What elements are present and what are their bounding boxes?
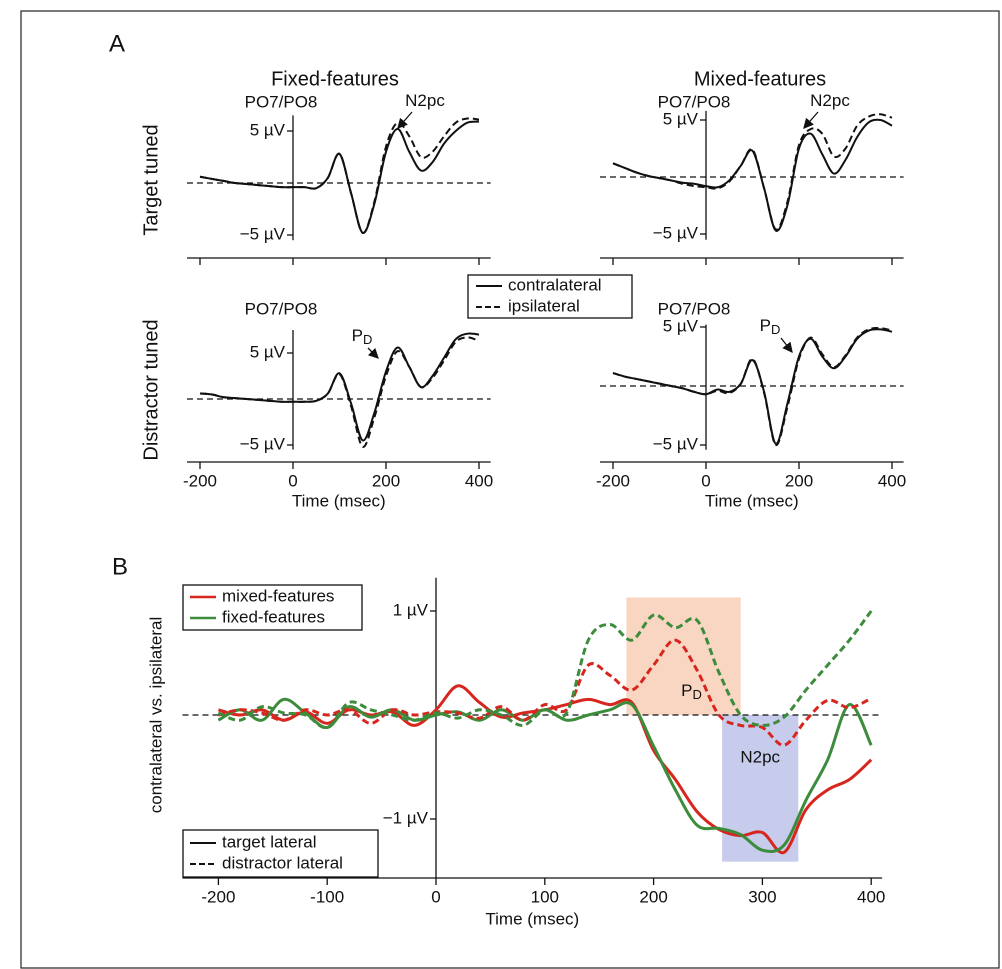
shaded-window bbox=[626, 597, 741, 715]
y-tick-label: −5 µV bbox=[240, 224, 286, 243]
frame bbox=[20, 10, 1000, 969]
annotation: PD bbox=[352, 326, 373, 347]
annotation-main: N2pc bbox=[405, 91, 445, 110]
region-label: N2pc bbox=[740, 748, 780, 767]
subplot-title: PO7/PO8 bbox=[245, 92, 318, 111]
annotation-main: P bbox=[352, 326, 363, 345]
annotation-sub: D bbox=[771, 322, 780, 337]
x-axis-label: Time (msec) bbox=[705, 491, 799, 510]
annotation-main: P bbox=[760, 316, 771, 335]
annotation-main: N2pc bbox=[810, 91, 850, 110]
region-label-main: N2pc bbox=[740, 748, 780, 767]
x-tick-label: -200 bbox=[596, 471, 630, 490]
column-title: Fixed-features bbox=[271, 68, 399, 90]
subplot-title: PO7/PO8 bbox=[658, 299, 731, 318]
series-line bbox=[199, 117, 480, 234]
series-line bbox=[199, 336, 480, 448]
subplot-title: PO7/PO8 bbox=[245, 299, 318, 318]
annotation-sub: D bbox=[363, 332, 372, 347]
series-line bbox=[218, 638, 872, 747]
legend-label: distractor lateral bbox=[222, 853, 343, 872]
y-tick-label: −5 µV bbox=[653, 434, 699, 453]
panel-label: A bbox=[109, 30, 125, 57]
x-tick-label: 200 bbox=[639, 887, 667, 906]
legend-box bbox=[182, 584, 363, 631]
panel-label: B bbox=[112, 553, 128, 580]
y-tick-label: 1 µV bbox=[393, 600, 429, 619]
region-label: PD bbox=[681, 682, 702, 703]
series-line bbox=[612, 113, 893, 231]
row-title: Target tuned bbox=[140, 124, 162, 235]
x-tick-label: 0 bbox=[701, 471, 710, 490]
column-title: Mixed-features bbox=[694, 68, 826, 90]
legend-box bbox=[182, 829, 379, 878]
row-title: Distractor tuned bbox=[140, 319, 162, 460]
subplot-title: PO7/PO8 bbox=[658, 92, 731, 111]
legend-label: contralateral bbox=[508, 275, 602, 294]
legend-label: mixed-features bbox=[222, 586, 334, 605]
annotation: N2pc bbox=[405, 91, 445, 110]
region-label-main: P bbox=[681, 682, 692, 701]
x-tick-label: 200 bbox=[785, 471, 813, 490]
legend-label: fixed-features bbox=[222, 607, 325, 626]
annotation-arrow bbox=[780, 337, 793, 354]
y-tick-label: 5 µV bbox=[663, 316, 699, 335]
series-line bbox=[199, 332, 480, 442]
x-tick-label: -100 bbox=[310, 887, 344, 906]
x-tick-label: 100 bbox=[531, 887, 559, 906]
x-tick-label: 400 bbox=[878, 471, 906, 490]
y-axis-label: contralateral vs. ipsilateral bbox=[146, 617, 165, 814]
series-line bbox=[217, 610, 873, 730]
series-line bbox=[199, 120, 480, 234]
x-tick-label: 300 bbox=[748, 887, 776, 906]
y-tick-label: 5 µV bbox=[663, 109, 699, 128]
region-label-sub: D bbox=[692, 688, 701, 703]
shaded-window bbox=[722, 715, 799, 862]
legend-label: ipsilateral bbox=[508, 296, 580, 315]
x-tick-label: 200 bbox=[372, 471, 400, 490]
x-tick-label: -200 bbox=[183, 471, 217, 490]
y-tick-label: 5 µV bbox=[250, 342, 286, 361]
y-tick-label: −5 µV bbox=[240, 434, 286, 453]
y-tick-label: −5 µV bbox=[653, 223, 699, 242]
x-axis-label: Time (msec) bbox=[485, 909, 579, 928]
series-line bbox=[612, 327, 893, 447]
legend-label: target lateral bbox=[222, 832, 317, 851]
y-tick-label: 5 µV bbox=[250, 120, 286, 139]
x-tick-label: 400 bbox=[857, 887, 885, 906]
annotation: N2pc bbox=[810, 91, 850, 110]
x-tick-label: -200 bbox=[201, 887, 235, 906]
x-tick-label: 0 bbox=[288, 471, 297, 490]
annotation-arrow bbox=[367, 347, 379, 359]
y-tick-label: −1 µV bbox=[383, 808, 429, 827]
annotation-arrow bbox=[803, 111, 819, 129]
x-tick-label: 400 bbox=[465, 471, 493, 490]
series-line bbox=[612, 118, 893, 232]
legend-box bbox=[467, 274, 633, 319]
annotation-arrow bbox=[397, 111, 413, 129]
x-tick-label: 0 bbox=[431, 887, 440, 906]
x-axis-label: Time (msec) bbox=[292, 491, 386, 510]
annotation: PD bbox=[760, 316, 781, 337]
